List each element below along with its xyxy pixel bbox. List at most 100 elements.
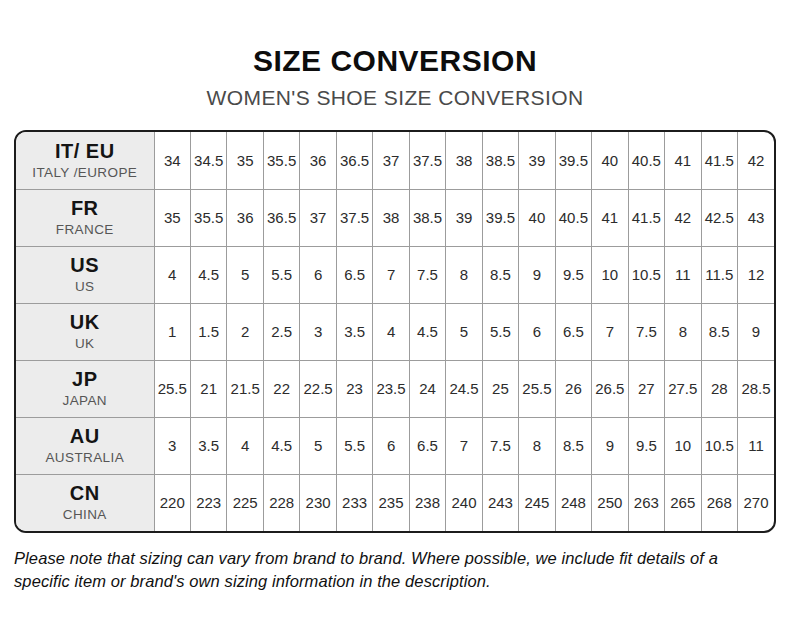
- size-cell: 228: [263, 474, 299, 531]
- row-region-label: AUSTRALIA: [16, 450, 154, 466]
- size-cell: 5.5: [263, 246, 299, 303]
- size-cell: 1: [154, 303, 190, 360]
- size-cell: 10: [665, 417, 701, 474]
- size-cell: 8: [519, 417, 555, 474]
- size-cell: 37.5: [336, 189, 372, 246]
- row-header: CN CHINA: [16, 474, 154, 531]
- size-cell: 25: [482, 360, 518, 417]
- size-cell: 25.5: [154, 360, 190, 417]
- table-row: UKUK11.522.533.544.555.566.577.588.59: [16, 303, 774, 360]
- size-cell: 39.5: [555, 132, 591, 189]
- size-cell: 3.5: [190, 417, 226, 474]
- size-cell: 38.5: [482, 132, 518, 189]
- size-cell: 36.5: [263, 189, 299, 246]
- size-cell: 27.5: [665, 360, 701, 417]
- row-region-label: CHINA: [16, 507, 154, 523]
- size-conversion-table: IT/ EUITALY /EUROPE3434.53535.53636.5373…: [16, 132, 774, 531]
- size-cell: 22.5: [300, 360, 336, 417]
- size-cell: 38: [446, 132, 482, 189]
- size-cell: 25.5: [519, 360, 555, 417]
- table-row: IT/ EUITALY /EUROPE3434.53535.53636.5373…: [16, 132, 774, 189]
- size-cell: 223: [190, 474, 226, 531]
- row-code-label: IT/ EU: [16, 140, 154, 163]
- size-cell: 34: [154, 132, 190, 189]
- size-cell: 9.5: [555, 246, 591, 303]
- size-cell: 42: [738, 132, 775, 189]
- size-cell: 5.5: [482, 303, 518, 360]
- row-header: UKUK: [16, 303, 154, 360]
- size-cell: 245: [519, 474, 555, 531]
- size-cell: 35.5: [263, 132, 299, 189]
- size-cell: 23.5: [373, 360, 409, 417]
- size-cell: 2: [227, 303, 263, 360]
- size-cell: 5: [300, 417, 336, 474]
- size-cell: 21: [190, 360, 226, 417]
- size-cell: 5: [227, 246, 263, 303]
- row-code-label: AU: [16, 425, 154, 448]
- size-cell: 265: [665, 474, 701, 531]
- size-cell: 1.5: [190, 303, 226, 360]
- table-row: USUS44.555.566.577.588.599.51010.51111.5…: [16, 246, 774, 303]
- size-cell: 38.5: [409, 189, 445, 246]
- size-cell: 9: [592, 417, 628, 474]
- size-cell: 8.5: [701, 303, 737, 360]
- size-cell: 6: [519, 303, 555, 360]
- size-cell: 2.5: [263, 303, 299, 360]
- size-cell: 40.5: [555, 189, 591, 246]
- size-cell: 3: [154, 417, 190, 474]
- size-cell: 9: [519, 246, 555, 303]
- size-cell: 243: [482, 474, 518, 531]
- size-cell: 28: [701, 360, 737, 417]
- size-cell: 7.5: [628, 303, 664, 360]
- size-cell: 36: [300, 132, 336, 189]
- size-cell: 23: [336, 360, 372, 417]
- row-region-label: JAPAN: [16, 393, 154, 409]
- size-cell: 7: [373, 246, 409, 303]
- size-cell: 4: [227, 417, 263, 474]
- size-conversion-page: SIZE CONVERSION WOMEN'S SHOE SIZE CONVER…: [0, 0, 790, 631]
- size-cell: 24.5: [446, 360, 482, 417]
- size-cell: 42.5: [701, 189, 737, 246]
- size-cell: 3: [300, 303, 336, 360]
- size-cell: 36.5: [336, 132, 372, 189]
- row-header: USUS: [16, 246, 154, 303]
- size-cell: 37.5: [409, 132, 445, 189]
- row-header: AU AUSTRALIA: [16, 417, 154, 474]
- size-cell: 12: [738, 246, 775, 303]
- size-cell: 4.5: [409, 303, 445, 360]
- size-cell: 21.5: [227, 360, 263, 417]
- table-row: AUAUSTRALIA33.544.555.566.577.588.599.51…: [16, 417, 774, 474]
- size-conversion-table-frame: IT/ EUITALY /EUROPE3434.53535.53636.5373…: [14, 130, 776, 533]
- size-cell: 41.5: [701, 132, 737, 189]
- row-code-label: CN: [16, 482, 154, 505]
- size-cell: 41: [665, 132, 701, 189]
- table-row: CNCHINA220223225228230233235238240243245…: [16, 474, 774, 531]
- size-cell: 35: [227, 132, 263, 189]
- size-cell: 41: [592, 189, 628, 246]
- size-cell: 268: [701, 474, 737, 531]
- size-cell: 26: [555, 360, 591, 417]
- size-cell: 270: [738, 474, 775, 531]
- row-code-label: JP: [16, 368, 154, 391]
- size-cell: 40: [592, 132, 628, 189]
- size-cell: 35: [154, 189, 190, 246]
- size-cell: 9: [738, 303, 775, 360]
- size-cell: 233: [336, 474, 372, 531]
- size-cell: 22: [263, 360, 299, 417]
- size-cell: 7.5: [409, 246, 445, 303]
- size-cell: 5.5: [336, 417, 372, 474]
- size-cell: 6: [373, 417, 409, 474]
- size-cell: 7.5: [482, 417, 518, 474]
- size-cell: 7: [446, 417, 482, 474]
- size-cell: 5: [446, 303, 482, 360]
- size-cell: 6.5: [409, 417, 445, 474]
- size-cell: 37: [373, 132, 409, 189]
- size-cell: 263: [628, 474, 664, 531]
- size-cell: 38: [373, 189, 409, 246]
- size-cell: 39: [446, 189, 482, 246]
- size-cell: 39: [519, 132, 555, 189]
- size-cell: 3.5: [336, 303, 372, 360]
- row-header: JP JAPAN: [16, 360, 154, 417]
- row-region-label: FRANCE: [16, 222, 154, 238]
- size-cell: 4: [154, 246, 190, 303]
